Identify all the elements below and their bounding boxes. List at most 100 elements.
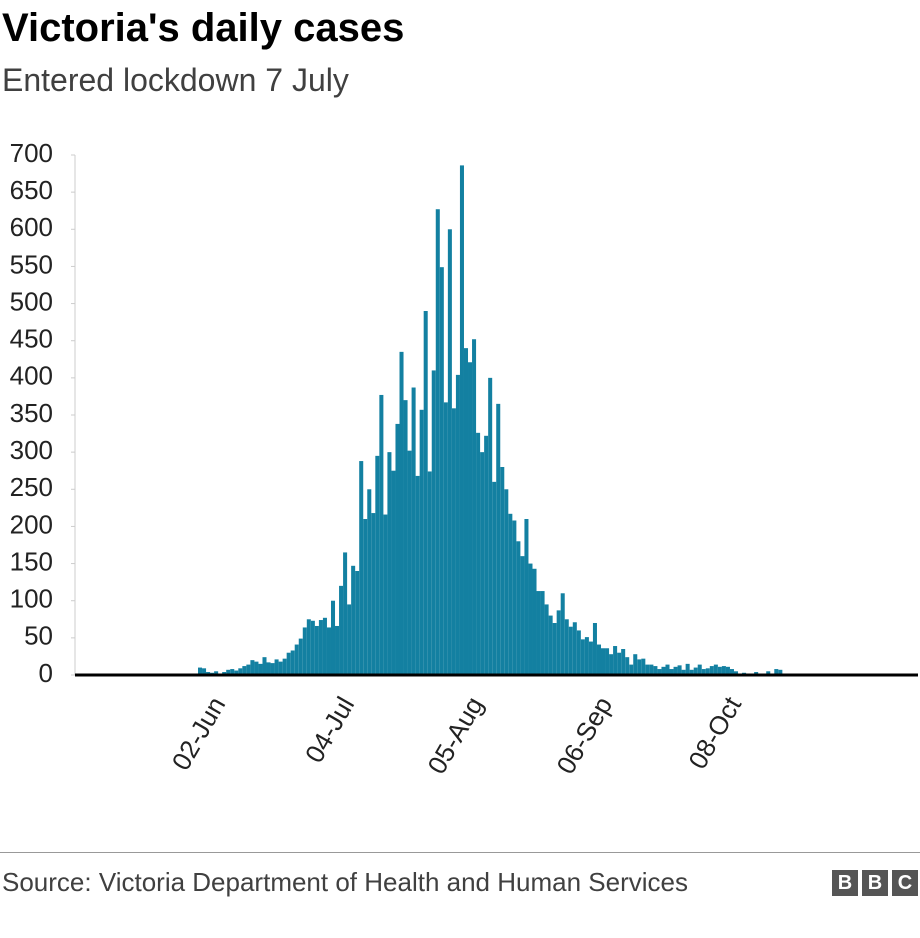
footer-divider: [0, 852, 920, 853]
bar: [367, 489, 372, 675]
chart-subtitle: Entered lockdown 7 July: [2, 62, 349, 98]
source-note: Source: Victoria Department of Health an…: [2, 867, 688, 897]
bar: [568, 626, 573, 675]
bar: [721, 666, 726, 675]
bar: [576, 630, 581, 675]
bar: [641, 658, 646, 675]
bar: [484, 435, 489, 675]
bar: [387, 452, 392, 675]
bar: [548, 615, 553, 675]
bar: [774, 669, 779, 675]
bar: [447, 229, 452, 676]
bar: [488, 377, 493, 675]
bar: [314, 625, 319, 675]
y-tick-label: 700: [10, 138, 53, 168]
bar: [451, 408, 456, 675]
bar: [552, 623, 557, 675]
bar: [709, 666, 714, 675]
bar: [242, 666, 247, 675]
bar: [645, 664, 650, 675]
bar: [588, 641, 593, 675]
bar: [564, 619, 569, 675]
bar: [363, 519, 368, 675]
x-tick-label: 06-Sep: [550, 691, 618, 779]
bar: [343, 552, 348, 675]
bar: [286, 652, 291, 675]
bar: [580, 639, 585, 675]
bar: [592, 623, 597, 675]
bar: [544, 604, 549, 675]
bar: [278, 661, 283, 675]
bar: [778, 669, 783, 675]
bar: [508, 513, 513, 675]
bar: [697, 664, 702, 675]
y-tick-label: 500: [10, 286, 53, 316]
bar: [250, 660, 255, 675]
bar: [399, 351, 404, 675]
bar: [673, 666, 678, 675]
bar: [613, 646, 618, 675]
bar: [540, 591, 545, 675]
bar: [468, 362, 473, 675]
bar: [246, 664, 251, 675]
bar: [516, 541, 521, 675]
bar: [294, 644, 299, 675]
bar: [584, 637, 589, 675]
bar: [637, 659, 642, 675]
bar: [596, 644, 601, 675]
bar: [322, 617, 327, 675]
bar: [302, 627, 307, 675]
bar: [395, 423, 400, 675]
bar: [504, 489, 509, 675]
bar: [431, 370, 436, 675]
bar: [439, 267, 444, 675]
bar: [407, 450, 412, 675]
bar: [717, 666, 722, 675]
bar: [391, 470, 396, 675]
bar: [339, 585, 344, 675]
y-tick-label: 450: [10, 324, 53, 354]
bar: [455, 374, 460, 675]
y-tick-label: 350: [10, 398, 53, 428]
bar: [556, 610, 561, 675]
bar: [572, 622, 577, 675]
bar: [669, 669, 674, 675]
bar: [693, 667, 698, 675]
x-tick-label: 04-Jul: [299, 691, 360, 767]
y-tick-label: 250: [10, 472, 53, 502]
bar: [560, 593, 565, 675]
bar: [713, 664, 718, 675]
y-tick-label: 400: [10, 361, 53, 391]
bar: [290, 650, 295, 675]
bar: [347, 604, 352, 675]
bar: [480, 452, 485, 675]
bar: [375, 455, 380, 675]
bar: [351, 565, 356, 675]
bar: [532, 568, 537, 675]
bar: [528, 563, 533, 675]
bar: [266, 662, 271, 675]
bar: [520, 556, 525, 675]
bar: [230, 669, 235, 675]
bar: [496, 403, 501, 675]
bar: [605, 648, 610, 675]
bar: [226, 669, 231, 675]
bar: [262, 657, 267, 675]
bar: [335, 625, 340, 675]
bar: [649, 664, 654, 675]
y-tick-label: 650: [10, 175, 53, 205]
bar: [665, 664, 670, 675]
bar: [306, 619, 311, 675]
bar: [621, 649, 626, 675]
x-tick-label: 02-Jun: [166, 691, 232, 775]
bar: [661, 666, 666, 675]
bar: [472, 339, 477, 675]
y-tick-label: 0: [39, 658, 53, 688]
bar: [198, 667, 203, 675]
bar: [355, 571, 360, 675]
bar: [411, 387, 416, 675]
bar: [330, 600, 336, 675]
bar: [371, 513, 376, 675]
bar: [609, 654, 614, 675]
bar: [214, 671, 219, 675]
